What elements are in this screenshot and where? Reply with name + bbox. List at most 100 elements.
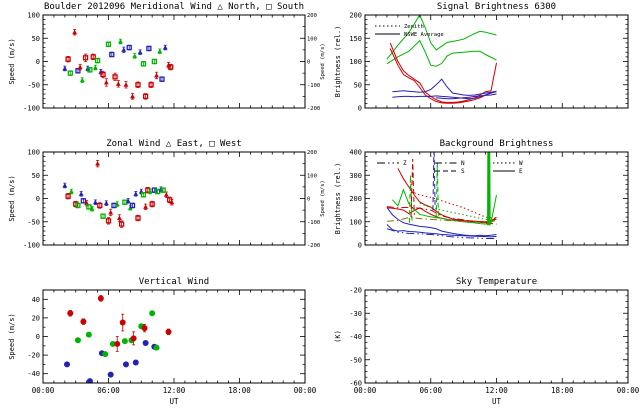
- marker-triangle: [162, 44, 168, 50]
- svg-text:Speed (m/s): Speed (m/s): [320, 43, 326, 79]
- svg-text:20: 20: [32, 314, 40, 322]
- series-E-blue-2: [386, 224, 497, 238]
- signal-brightness-data: [386, 15, 497, 104]
- marker-square: [149, 201, 155, 207]
- marker-triangle: [103, 79, 109, 85]
- meridional-wind-data: [62, 29, 174, 100]
- marker-circle: [141, 325, 148, 332]
- svg-text:200: 200: [307, 13, 317, 19]
- panel-signal-brightness: 0 50 100 150 200 Brightness (rel.) Signal Brig…: [334, 2, 629, 113]
- marker-square: [159, 76, 165, 82]
- marker-triangle: [115, 81, 121, 86]
- marker-triangle: [169, 199, 175, 205]
- marker-triangle: [118, 38, 123, 44]
- svg-text:200: 200: [349, 12, 362, 20]
- svg-text:100: 100: [307, 173, 317, 179]
- marker-circle: [121, 338, 128, 345]
- svg-text:Speed (m/s): Speed (m/s): [8, 175, 16, 221]
- svg-text:-60: -60: [349, 380, 362, 388]
- svg-text:18:00: 18:00: [228, 386, 251, 395]
- marker-circle: [165, 328, 172, 335]
- series-E-blue: [386, 207, 497, 237]
- series-Z-blue: [386, 228, 497, 239]
- svg-text:-40: -40: [27, 370, 40, 378]
- marker-square: [100, 213, 106, 219]
- marker-square: [112, 74, 118, 80]
- svg-text:-30: -30: [349, 310, 362, 318]
- series-green-vertical: [487, 152, 491, 226]
- svg-text:-100: -100: [307, 220, 320, 226]
- svg-text:-50: -50: [349, 356, 362, 364]
- svg-text:Speed (m/s): Speed (m/s): [8, 38, 16, 84]
- series-north-green-lower: [386, 39, 497, 67]
- marker-circle: [119, 319, 126, 326]
- marker-square: [142, 93, 149, 100]
- svg-text:0: 0: [358, 242, 362, 250]
- svg-text:100: 100: [349, 58, 362, 66]
- marker-circle: [80, 318, 87, 325]
- svg-text:06:00: 06:00: [419, 386, 442, 395]
- svg-text:-200: -200: [307, 106, 320, 112]
- panel-vertical-wind: 00:00 06:00 12:00 18:00 00:00 UT -40 -20 0 20 40 Sp…: [8, 277, 317, 406]
- svg-text:100: 100: [349, 218, 362, 226]
- marker-square: [75, 202, 81, 209]
- marker-triangle: [103, 200, 109, 206]
- series-S-red-spike: [410, 158, 415, 218]
- marker-square: [140, 192, 147, 198]
- marker-circle: [85, 331, 92, 338]
- svg-text:50: 50: [32, 172, 40, 180]
- marker-circle: [86, 378, 93, 383]
- svg-text:Background Brightness: Background Brightness: [440, 139, 554, 149]
- svg-text:00:00: 00:00: [354, 386, 377, 395]
- marker-triangle: [62, 65, 68, 71]
- svg-text:50: 50: [354, 81, 362, 89]
- marker-circle: [114, 340, 121, 347]
- svg-text:00:00: 00:00: [32, 386, 55, 395]
- marker-circle: [109, 340, 116, 347]
- svg-text:S: S: [461, 168, 465, 175]
- svg-text:-100: -100: [23, 105, 40, 113]
- marker-circle: [102, 351, 109, 358]
- svg-text:0: 0: [36, 333, 40, 341]
- svg-text:12:00: 12:00: [485, 386, 508, 395]
- svg-text:Zonal Wind △ East, □ West: Zonal Wind △ East, □ West: [106, 139, 241, 149]
- marker-square: [105, 41, 112, 47]
- svg-text:0: 0: [307, 60, 310, 66]
- svg-text:Brightness (rel.): Brightness (rel.): [334, 163, 342, 235]
- marker-triangle: [108, 209, 114, 215]
- svg-text:40: 40: [32, 296, 40, 304]
- marker-triangle: [78, 191, 84, 196]
- svg-text:W: W: [519, 160, 523, 167]
- svg-text:-100: -100: [307, 83, 320, 89]
- marker-square: [65, 193, 71, 199]
- svg-text:12:00: 12:00: [163, 386, 186, 395]
- svg-text:100: 100: [307, 36, 317, 42]
- svg-text:-20: -20: [349, 287, 362, 295]
- svg-text:Vertical Wind: Vertical Wind: [139, 277, 209, 287]
- marker-triangle: [132, 53, 138, 58]
- svg-text:UT: UT: [169, 397, 179, 406]
- marker-triangle: [68, 188, 74, 194]
- marker-square: [97, 202, 103, 209]
- marker-triangle: [125, 198, 131, 203]
- svg-text:00:00: 00:00: [294, 386, 317, 395]
- marker-triangle: [157, 48, 163, 54]
- svg-text:00:00: 00:00: [617, 386, 640, 395]
- marker-square: [86, 204, 92, 210]
- marker-triangle: [93, 64, 98, 70]
- marker-triangle: [114, 201, 120, 207]
- marker-square: [100, 71, 106, 78]
- marker-circle: [74, 337, 81, 344]
- vertical-wind-data: [64, 295, 172, 383]
- marker-triangle: [93, 199, 98, 205]
- svg-text:Sky Temperature: Sky Temperature: [456, 277, 537, 287]
- marker-square: [80, 198, 87, 204]
- svg-text:200: 200: [307, 150, 317, 156]
- svg-text:0: 0: [36, 58, 40, 66]
- marker-triangle: [137, 49, 143, 55]
- svg-text:100: 100: [27, 12, 40, 20]
- series-N-olive: [386, 217, 497, 223]
- series-E-red-2: [386, 207, 497, 224]
